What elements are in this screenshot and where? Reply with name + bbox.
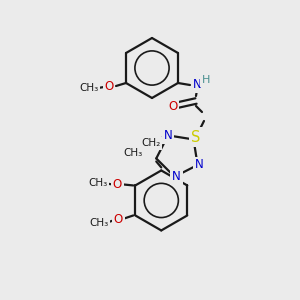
Text: N: N — [193, 79, 201, 92]
Text: CH₃: CH₃ — [123, 148, 142, 158]
Text: CH₃: CH₃ — [89, 178, 108, 188]
Text: N: N — [195, 158, 204, 172]
Text: S: S — [191, 130, 201, 145]
Text: CH₂: CH₂ — [141, 138, 160, 148]
Text: O: O — [113, 178, 122, 191]
Text: O: O — [104, 80, 114, 94]
Text: O: O — [114, 213, 123, 226]
Text: H: H — [202, 75, 210, 85]
Text: O: O — [168, 100, 178, 112]
Text: CH₃: CH₃ — [80, 83, 99, 93]
Text: N: N — [172, 170, 181, 183]
Text: CH₃: CH₃ — [90, 218, 109, 229]
Text: N: N — [164, 129, 172, 142]
